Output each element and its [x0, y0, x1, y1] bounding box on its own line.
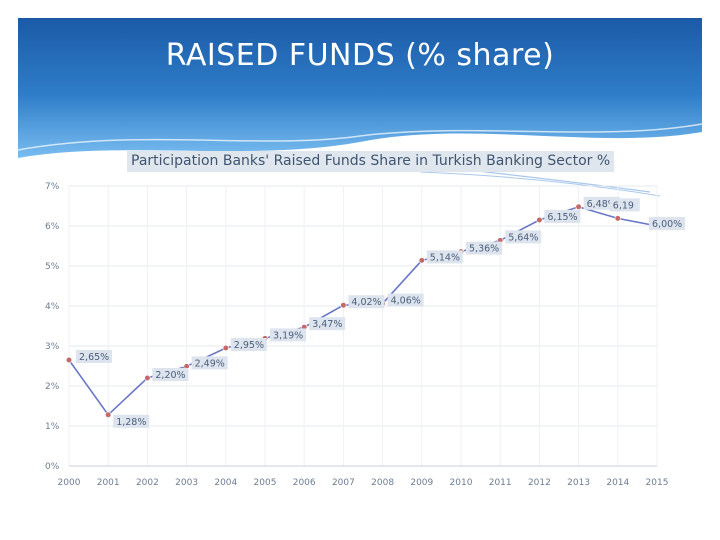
data-label-text: 2,20%: [155, 370, 185, 381]
data-label: 6,00%: [649, 217, 685, 230]
data-label: 3,19%: [270, 328, 306, 342]
y-tick-label: 3%: [45, 342, 60, 352]
slide-title: RAISED FUNDS (% share): [165, 38, 555, 73]
data-label-bg: [387, 293, 424, 307]
data-label: 5,36%: [466, 241, 502, 255]
data-point: [222, 344, 229, 352]
y-tick-label: 5%: [45, 262, 60, 272]
data-label-bg: [348, 295, 385, 309]
data-label-bg: [609, 198, 640, 212]
grid: [68, 185, 658, 467]
data-point: [105, 411, 112, 418]
header-background: [18, 18, 702, 158]
x-tick-label: 2012: [528, 478, 551, 488]
header-banner: [17, 18, 703, 197]
data-label: 3,47%: [309, 317, 346, 331]
data-label: 2,49%: [191, 356, 228, 370]
data-point: [575, 203, 582, 210]
x-tick-label: 2004: [214, 478, 237, 488]
y-tick-label: 7%: [45, 182, 60, 192]
data-label-text: 5,14%: [430, 252, 460, 263]
data-label-bg: [191, 356, 228, 370]
data-label-text: 4,02%: [351, 297, 381, 308]
data-label-text: 3,19%: [273, 330, 303, 341]
x-tick-label: 2013: [567, 478, 590, 488]
y-tick-label: 1%: [45, 422, 60, 432]
data-label-text: 6,15%: [547, 212, 577, 223]
x-axis: 2000 2001 2002 2003 2004 2005 2006 2007 2008 2009…: [58, 478, 669, 488]
x-tick-label: 2014: [606, 478, 629, 488]
x-tick-label: 2015: [646, 478, 669, 488]
data-label-bg: [426, 250, 463, 264]
x-tick-label: 2002: [136, 478, 159, 488]
data-point: [65, 356, 73, 364]
y-tick-label: 2%: [45, 382, 60, 392]
data-point: [340, 302, 347, 309]
data-label: 2,20%: [152, 368, 189, 381]
x-tick-label: 2008: [371, 478, 394, 488]
data-label-text: 6,00%: [652, 219, 682, 230]
data-label-text: 5,36%: [469, 244, 499, 255]
data-label-text: 3,47%: [312, 319, 342, 330]
data-label: 4,06%: [387, 293, 424, 307]
data-label-bg: [76, 350, 112, 363]
data-label-text: 6,19: [613, 200, 634, 211]
x-tick-label: 2000: [58, 478, 81, 488]
data-label-text: 6,48%: [587, 199, 617, 210]
x-tick-label: 2005: [254, 478, 277, 488]
data-label-text: 4,06%: [391, 296, 421, 307]
data-label-text: 2,49%: [195, 358, 225, 369]
y-tick-label: 0%: [45, 462, 60, 472]
data-label: 5,64%: [505, 230, 542, 244]
data-label: 6,19: [609, 198, 640, 212]
x-tick-label: 2003: [175, 478, 198, 488]
data-label: 2,95%: [230, 338, 267, 351]
data-label-text: 2,65%: [79, 352, 109, 363]
y-axis: 0% 1% 2% 3% 4% 5% 6% 7%: [45, 182, 60, 472]
data-labels: 2,65% 1,28% 2,20% 2,49% 2,95% 3,19% 3,47% 4,02%…: [76, 196, 685, 428]
data-label-bg: [649, 217, 685, 230]
header-wave-3: [419, 171, 661, 197]
data-label: 1,28%: [113, 414, 150, 428]
data-label: 6,15%: [544, 210, 581, 223]
x-tick-label: 2007: [332, 478, 355, 488]
data-point: [536, 216, 543, 224]
data-label-text: 2,95%: [234, 340, 264, 351]
data-label-bg: [505, 230, 542, 244]
data-label-bg: [466, 241, 502, 255]
data-label-bg: [270, 328, 306, 342]
data-label-text: 1,28%: [116, 417, 146, 428]
x-tick-label: 2009: [410, 478, 433, 488]
y-tick-label: 4%: [45, 302, 60, 312]
data-point: [418, 257, 425, 264]
data-point: [144, 374, 151, 382]
x-tick-label: 2001: [97, 478, 120, 488]
header-wave-1: [17, 123, 703, 151]
y-tick-label: 6%: [45, 222, 60, 232]
x-tick-label: 2011: [489, 478, 512, 488]
data-label: 5,14%: [426, 250, 463, 264]
data-label: 4,02%: [348, 295, 385, 309]
data-label-bg: [230, 338, 267, 351]
data-point: [614, 215, 621, 222]
x-tick-label: 2010: [450, 478, 473, 488]
data-label-bg: [309, 317, 346, 331]
data-label-bg: [152, 368, 189, 381]
x-tick-label: 2006: [293, 478, 316, 488]
data-label: 2,65%: [76, 350, 112, 363]
chart-title: Participation Banks' Raised Funds Share …: [127, 151, 615, 172]
data-label-bg: [544, 210, 581, 223]
data-label-bg: [113, 414, 150, 428]
data-label-text: 5,64%: [508, 232, 538, 243]
series-line: [68, 205, 658, 417]
